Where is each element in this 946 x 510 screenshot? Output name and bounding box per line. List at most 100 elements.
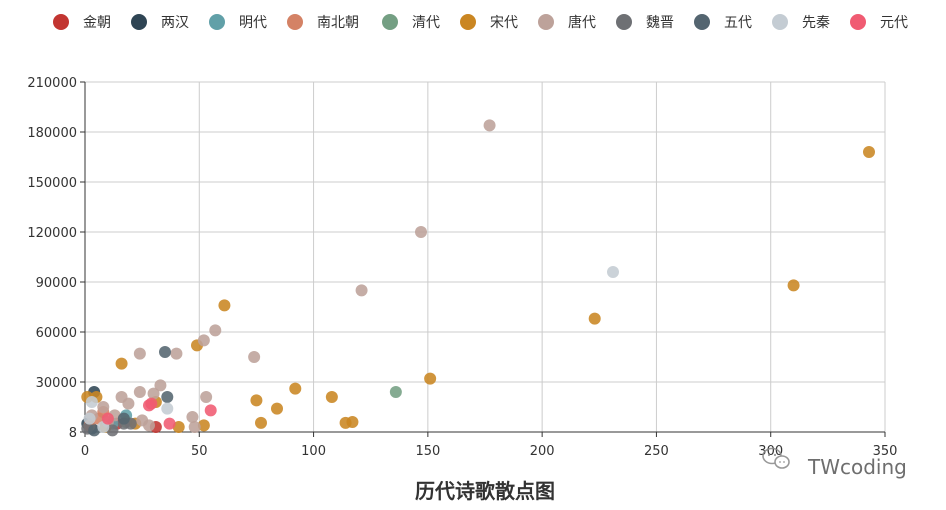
x-tick-label: 250 — [644, 444, 669, 459]
data-point[interactable] — [163, 417, 176, 430]
data-point[interactable] — [83, 412, 96, 425]
legend-label: 南北朝 — [317, 15, 359, 31]
grid — [85, 81, 886, 432]
data-point[interactable] — [97, 401, 110, 414]
data-point[interactable] — [172, 421, 185, 434]
legend-label: 魏晋 — [646, 15, 674, 31]
legend-item[interactable]: 元代 — [850, 14, 908, 31]
data-point[interactable] — [147, 387, 160, 400]
legend-marker — [382, 14, 398, 30]
data-points — [81, 119, 875, 437]
legend-item[interactable]: 金朝 — [53, 14, 111, 31]
data-point[interactable] — [170, 347, 183, 360]
x-tick-label: 0 — [81, 444, 89, 459]
y-tick-label: 90000 — [36, 276, 77, 291]
x-tick-label: 200 — [530, 444, 555, 459]
legend-item[interactable]: 南北朝 — [287, 14, 359, 31]
data-point[interactable] — [863, 146, 875, 159]
legend: 金朝 两汉 明代 南北朝 清代 宋代 唐代 魏晋 五代 先秦 元代 — [53, 14, 908, 31]
data-point[interactable] — [197, 419, 210, 432]
legend-item[interactable]: 宋代 — [460, 14, 518, 31]
data-point[interactable] — [197, 334, 210, 347]
x-tick-label: 100 — [301, 444, 326, 459]
legend-label: 先秦 — [802, 15, 830, 31]
data-point[interactable] — [389, 386, 402, 399]
data-point[interactable] — [143, 419, 155, 432]
watermark-text: TWcoding — [807, 455, 907, 479]
data-point[interactable] — [143, 399, 155, 412]
data-point[interactable] — [122, 397, 135, 410]
data-point[interactable] — [248, 351, 261, 364]
legend-label: 唐代 — [568, 14, 596, 31]
legend-item[interactable]: 清代 — [382, 14, 440, 31]
chart-title: 历代诗歌散点图 — [415, 479, 555, 503]
y-tick-label: 8 — [69, 426, 77, 441]
data-point[interactable] — [161, 391, 174, 404]
data-point[interactable] — [607, 266, 619, 279]
data-point[interactable] — [133, 347, 146, 360]
data-point[interactable] — [159, 346, 171, 359]
x-tick-label: 50 — [191, 444, 208, 459]
data-point[interactable] — [85, 396, 98, 409]
watermark: TWcoding — [762, 447, 907, 479]
legend-label: 元代 — [880, 15, 908, 31]
legend-item[interactable]: 唐代 — [538, 14, 596, 31]
legend-item[interactable]: 先秦 — [772, 14, 830, 31]
legend-item[interactable]: 五代 — [694, 14, 752, 31]
data-point[interactable] — [115, 357, 128, 370]
y-tick-label: 210000 — [27, 76, 77, 91]
legend-item[interactable]: 两汉 — [131, 14, 189, 31]
data-point[interactable] — [154, 379, 167, 392]
data-point[interactable] — [204, 404, 217, 417]
data-point[interactable] — [325, 391, 338, 404]
data-point[interactable] — [339, 416, 352, 429]
legend-label: 金朝 — [83, 15, 111, 31]
data-point[interactable] — [255, 416, 267, 429]
y-tick-label: 120000 — [27, 226, 77, 241]
y-tick-label: 180000 — [27, 126, 77, 141]
data-point[interactable] — [186, 411, 199, 424]
data-point[interactable] — [787, 279, 800, 292]
data-point[interactable] — [271, 402, 283, 415]
data-point[interactable] — [117, 412, 130, 425]
data-point[interactable] — [588, 312, 601, 325]
x-tick-label: 350 — [873, 444, 898, 459]
data-point[interactable] — [250, 394, 263, 407]
legend-item[interactable]: 魏晋 — [616, 14, 674, 31]
legend-label: 清代 — [412, 15, 440, 31]
data-point[interactable] — [106, 424, 119, 437]
legend-marker — [460, 14, 476, 30]
legend-marker — [616, 14, 632, 30]
data-point[interactable] — [188, 421, 201, 434]
data-point[interactable] — [88, 424, 101, 437]
data-point[interactable] — [161, 402, 174, 415]
legend-label: 五代 — [724, 15, 752, 31]
axes: 8 30000 60000 90000 120000 150000 180000 210000… — [27, 76, 897, 459]
data-point[interactable] — [355, 284, 368, 297]
y-tick-label: 150000 — [27, 176, 77, 191]
data-point[interactable] — [289, 382, 302, 395]
legend-item[interactable]: 明代 — [209, 14, 267, 31]
data-point[interactable] — [424, 372, 437, 385]
legend-marker — [538, 14, 554, 30]
data-point[interactable] — [133, 386, 146, 399]
data-point[interactable] — [483, 119, 496, 132]
y-tick-label: 30000 — [36, 376, 77, 391]
data-point[interactable] — [415, 226, 427, 239]
data-point[interactable] — [101, 412, 114, 425]
legend-marker — [850, 14, 866, 30]
legend-marker — [131, 14, 147, 30]
wechat-icon — [762, 447, 790, 469]
x-tick-label: 300 — [758, 444, 783, 459]
data-point[interactable] — [218, 299, 231, 312]
legend-label: 两汉 — [161, 15, 189, 31]
legend-label: 明代 — [239, 15, 267, 31]
x-tick-label: 150 — [415, 444, 440, 459]
data-point[interactable] — [209, 324, 222, 337]
y-tick-label: 60000 — [36, 326, 77, 341]
legend-label: 宋代 — [490, 15, 518, 31]
legend-marker — [209, 14, 225, 30]
legend-marker — [287, 14, 303, 30]
data-point[interactable] — [200, 391, 213, 404]
